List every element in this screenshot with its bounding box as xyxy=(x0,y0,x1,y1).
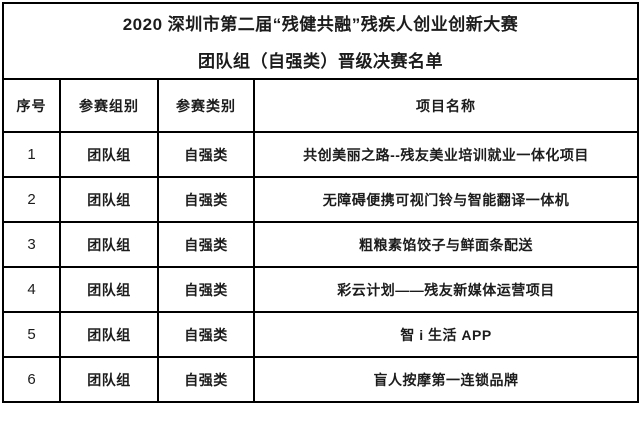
cell-category: 自强类 xyxy=(157,266,255,313)
cell-category: 自强类 xyxy=(157,221,255,268)
cell-project: 无障碍便携可视门铃与智能翻译一体机 xyxy=(253,176,639,223)
document-title: 2020 深圳市第二届“残健共融”残疾人创业创新大赛 团队组（自强类）晋级决赛名… xyxy=(2,2,639,80)
col-header-group: 参赛组别 xyxy=(59,78,159,133)
table-row: 3 团队组 自强类 粗粮素馅饺子与鲜面条配送 xyxy=(2,221,639,268)
qualification-table: 2020 深圳市第二届“残健共融”残疾人创业创新大赛 团队组（自强类）晋级决赛名… xyxy=(2,2,639,403)
cell-project: 共创美丽之路--残友美业培训就业一体化项目 xyxy=(253,131,639,178)
cell-group: 团队组 xyxy=(59,176,159,223)
table-header-row: 序号 参赛组别 参赛类别 项目名称 xyxy=(2,78,639,133)
cell-seq: 4 xyxy=(2,266,61,313)
title-line-2: 团队组（自强类）晋级决赛名单 xyxy=(198,52,443,71)
title-line-1: 2020 深圳市第二届“残健共融”残疾人创业创新大赛 xyxy=(122,15,519,34)
col-header-project: 项目名称 xyxy=(253,78,639,133)
table-row: 5 团队组 自强类 智 i 生活 APP xyxy=(2,311,639,358)
cell-seq: 6 xyxy=(2,356,61,403)
cell-group: 团队组 xyxy=(59,221,159,268)
cell-group: 团队组 xyxy=(59,266,159,313)
cell-category: 自强类 xyxy=(157,131,255,178)
cell-seq: 1 xyxy=(2,131,61,178)
cell-seq: 3 xyxy=(2,221,61,268)
cell-group: 团队组 xyxy=(59,311,159,358)
cell-seq: 2 xyxy=(2,176,61,223)
cell-project: 粗粮素馅饺子与鲜面条配送 xyxy=(253,221,639,268)
cell-group: 团队组 xyxy=(59,356,159,403)
cell-project: 彩云计划——残友新媒体运营项目 xyxy=(253,266,639,313)
cell-seq: 5 xyxy=(2,311,61,358)
cell-project: 智 i 生活 APP xyxy=(253,311,639,358)
cell-category: 自强类 xyxy=(157,176,255,223)
table-row: 4 团队组 自强类 彩云计划——残友新媒体运营项目 xyxy=(2,266,639,313)
col-header-seq: 序号 xyxy=(2,78,61,133)
table-row: 1 团队组 自强类 共创美丽之路--残友美业培训就业一体化项目 xyxy=(2,131,639,178)
cell-category: 自强类 xyxy=(157,356,255,403)
title-row: 2020 深圳市第二届“残健共融”残疾人创业创新大赛 团队组（自强类）晋级决赛名… xyxy=(2,2,639,80)
title-stack: 2020 深圳市第二届“残健共融”残疾人创业创新大赛 团队组（自强类）晋级决赛名… xyxy=(8,5,633,77)
cell-group: 团队组 xyxy=(59,131,159,178)
cell-category: 自强类 xyxy=(157,311,255,358)
table-row: 6 团队组 自强类 盲人按摩第一连锁品牌 xyxy=(2,356,639,403)
col-header-category: 参赛类别 xyxy=(157,78,255,133)
document-sheet: 2020 深圳市第二届“残健共融”残疾人创业创新大赛 团队组（自强类）晋级决赛名… xyxy=(2,2,640,403)
table-row: 2 团队组 自强类 无障碍便携可视门铃与智能翻译一体机 xyxy=(2,176,639,223)
cell-project: 盲人按摩第一连锁品牌 xyxy=(253,356,639,403)
